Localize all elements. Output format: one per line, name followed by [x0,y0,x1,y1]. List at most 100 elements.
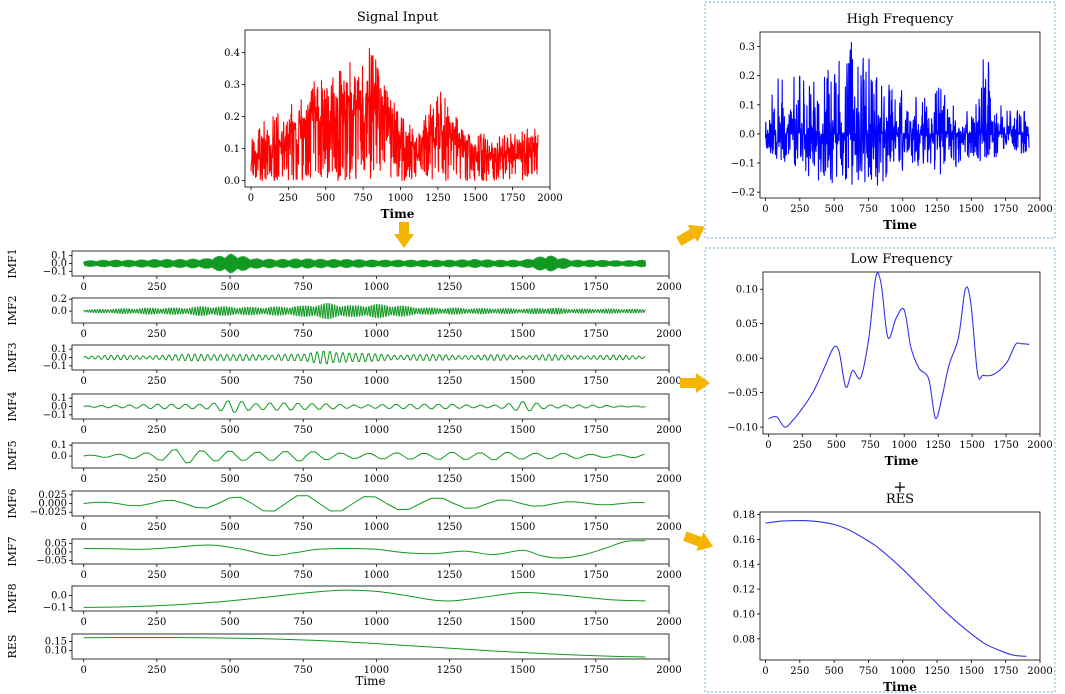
y-tick-label: 0.14 [733,560,755,571]
imf8-chart: 0 250 500 750 1000 1250 1500 1750 2000 0.0−0.1 IMF… [6,583,682,628]
x-tick-label: 1000 [364,570,389,581]
y-tick-label: 0.00 [45,547,67,558]
x-tick-label: 750 [294,329,313,340]
y-tick-label: 0.05 [45,538,67,549]
x-tick-label: 0 [762,204,768,215]
arrow-up-right-icon [676,224,705,246]
x-tick-label: 750 [354,193,373,204]
x-tick-label: 0 [81,617,87,628]
y-tick-label: −0.025 [30,507,67,518]
x-tick-label: 500 [825,204,844,215]
panels-layer: Signal Input 0 250 500 750 1000 1250 1500 1750 20… [6,10,1053,694]
y-axis-label: IMF3 [6,342,19,372]
x-tick-label: 750 [861,440,880,451]
x-tick-label: 1500 [463,193,488,204]
y-tick-label: 0.00 [736,354,758,365]
y-tick-label: 0.0 [51,591,67,602]
x-tick-label: 0 [248,193,254,204]
y-tick-label: 0.3 [739,42,755,53]
x-tick-label: 750 [859,666,878,677]
x-tick-label: 1500 [510,522,535,533]
x-tick-label: 0 [81,474,87,485]
x-tick-label: 750 [294,425,313,436]
x-tick-label: 1250 [437,617,462,628]
x-tick-label: 1500 [510,282,535,293]
x-tick-label: 750 [294,570,313,581]
x-tick-label: 1000 [364,665,389,676]
x-tick-label: 1750 [993,666,1018,677]
x-tick-label: 1500 [510,474,535,485]
arrow-down-right-icon [683,531,714,552]
x-tick-label: 1000 [388,193,413,204]
imf7-chart: 0 250 500 750 1000 1250 1500 1750 2000 −0.050.000… [6,536,682,581]
x-tick-label: 0 [765,440,771,451]
y-tick-label: 0.10 [733,609,755,620]
x-tick-label: 250 [147,376,166,387]
y-tick-label: 0.2 [224,112,240,123]
imf2-chart: 0 250 500 750 1000 1250 1500 1750 2000 0.00.2 IMF2 [6,294,682,340]
series-line [83,449,645,464]
x-tick-label: 0 [81,376,87,387]
x-tick-label: 0 [81,570,87,581]
y-axis-label: IMF6 [6,488,19,518]
x-tick-label: 1250 [437,376,462,387]
y-tick-label: −0.05 [727,388,758,399]
x-tick-label: 250 [147,617,166,628]
axes-frame [759,511,1041,661]
x-tick-label: 750 [859,204,878,215]
series-line [83,303,646,320]
x-tick-label: 250 [147,522,166,533]
plus-sign: + [893,477,906,496]
y-axis-label: IMF4 [6,391,19,421]
y-tick-label: 0.18 [733,510,755,521]
y-tick-label: 0.2 [739,71,755,82]
x-tick-label: 1000 [890,204,915,215]
x-tick-label: 750 [294,522,313,533]
x-tick-label: 1250 [437,570,462,581]
y-tick-label: −0.1 [43,361,67,372]
series-line [83,637,646,658]
y-tick-label: 0.4 [224,48,240,59]
y-tick-label: 0.0 [51,402,67,413]
x-tick-label: 250 [147,282,166,293]
imf1-chart: 0 250 500 750 1000 1250 1500 1750 2000 −0.10.00.1… [6,248,682,293]
y-tick-label: 0.1 [51,440,67,451]
x-tick-label: 1500 [510,617,535,628]
x-tick-label: 2000 [656,617,681,628]
x-tick-label: 500 [220,329,239,340]
y-tick-label: −0.1 [43,602,67,613]
y-axis-label: IMF2 [6,295,19,325]
x-tick-label: 1750 [583,376,608,387]
x-tick-label: 250 [790,204,809,215]
x-tick-label: 1250 [924,666,949,677]
y-tick-label: 0.025 [38,490,67,501]
x-tick-label: 1500 [959,440,984,451]
x-tick-label: 1000 [364,474,389,485]
y-tick-label: 0.1 [739,100,755,111]
y-tick-label: 0.12 [733,585,755,596]
x-tick-label: 500 [220,570,239,581]
y-tick-label: 0.1 [224,144,240,155]
x-tick-label: 1250 [925,440,950,451]
x-tick-label: 2000 [656,474,681,485]
x-tick-label: 1750 [500,193,525,204]
x-tick-label: 1000 [364,617,389,628]
series-line [83,589,646,608]
x-tick-label: 2000 [656,282,681,293]
x-tick-label: 0 [81,522,87,533]
y-tick-label: −0.05 [36,556,67,567]
x-tick-label: 2000 [656,425,681,436]
x-tick-label: 1500 [510,665,535,676]
y-tick-label: 0.16 [733,535,755,546]
x-tick-label: 750 [294,376,313,387]
x-tick-label: 1250 [425,193,450,204]
x-tick-label: 0 [81,665,87,676]
series-line [83,400,646,413]
y-tick-label: −0.1 [43,266,67,277]
x-tick-label: 2000 [656,522,681,533]
imf3-chart: 0 250 500 750 1000 1250 1500 1750 2000 −0.10.00.1… [6,342,682,387]
y-tick-label: 0.08 [733,634,755,645]
high-frequency-chart: High Frequency 0 250 500 750 1000 1250 1500 1750… [731,12,1053,232]
y-tick-label: 0.10 [45,646,67,657]
